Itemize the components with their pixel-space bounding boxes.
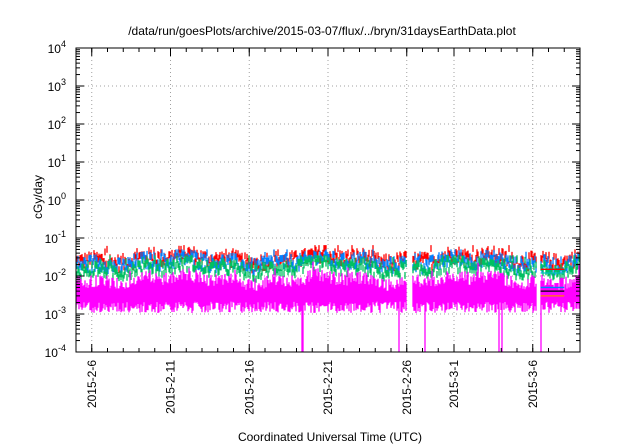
x-tick-label: 2015-3-1: [447, 360, 461, 408]
y-tick-label-base: 10: [45, 346, 59, 360]
series-line: [76, 255, 580, 283]
y-tick-label-base: 10: [45, 270, 59, 284]
x-axis-label: Coordinated Universal Time (UTC): [238, 430, 422, 444]
y-tick-label: 100: [48, 191, 66, 208]
y-tick-label-exponent: 2: [61, 115, 66, 125]
x-tick-label: 2015-2-26: [400, 360, 414, 415]
series-line: [76, 261, 580, 352]
x-tick-label: 2015-3-6: [526, 360, 540, 408]
y-tick-label-exponent: 3: [61, 77, 66, 87]
y-tick-label-exponent: -4: [58, 343, 66, 353]
y-tick-label: 10-3: [45, 305, 66, 322]
x-tick-label: 2015-2-21: [321, 360, 335, 415]
x-tick-label: 2015-2-16: [242, 360, 256, 415]
y-tick-label-base: 10: [45, 232, 59, 246]
y-tick-label-base: 10: [48, 118, 62, 132]
y-tick-label-exponent: 1: [61, 153, 66, 163]
plot-series-group: [76, 245, 580, 352]
chart-title: /data/run/goesPlots/archive/2015-03-07/f…: [128, 24, 516, 38]
y-tick-label: 102: [48, 115, 66, 132]
y-tick-label: 10-4: [45, 343, 66, 360]
y-tick-label: 104: [48, 39, 66, 56]
y-tick-label-exponent: 4: [61, 39, 66, 49]
y-tick-label-exponent: -2: [58, 267, 66, 277]
y-tick-label: 10-1: [45, 229, 66, 246]
y-tick-label-exponent: -3: [58, 305, 66, 315]
y-tick-label: 10-2: [45, 267, 66, 284]
y-tick-label: 103: [48, 77, 66, 94]
grid-lines: [76, 48, 580, 352]
x-tick-label: 2015-2-6: [85, 360, 99, 408]
y-tick-label-base: 10: [48, 194, 62, 208]
y-tick-label-base: 10: [48, 156, 62, 170]
y-tick-label-base: 10: [45, 308, 59, 322]
x-axis-ticks: 2015-2-6 2015-2-11 2015-2-16 2015-2-21 2015-…: [75, 48, 581, 415]
y-tick-label-exponent: -1: [58, 229, 66, 239]
y-tick-label: 101: [48, 153, 66, 170]
y-tick-label-base: 10: [48, 80, 62, 94]
x-tick-label: 2015-2-11: [164, 360, 178, 414]
y-axis-label: cGy/day: [31, 175, 45, 219]
y-tick-label-base: 10: [48, 42, 62, 56]
y-tick-label-exponent: 0: [61, 191, 66, 201]
